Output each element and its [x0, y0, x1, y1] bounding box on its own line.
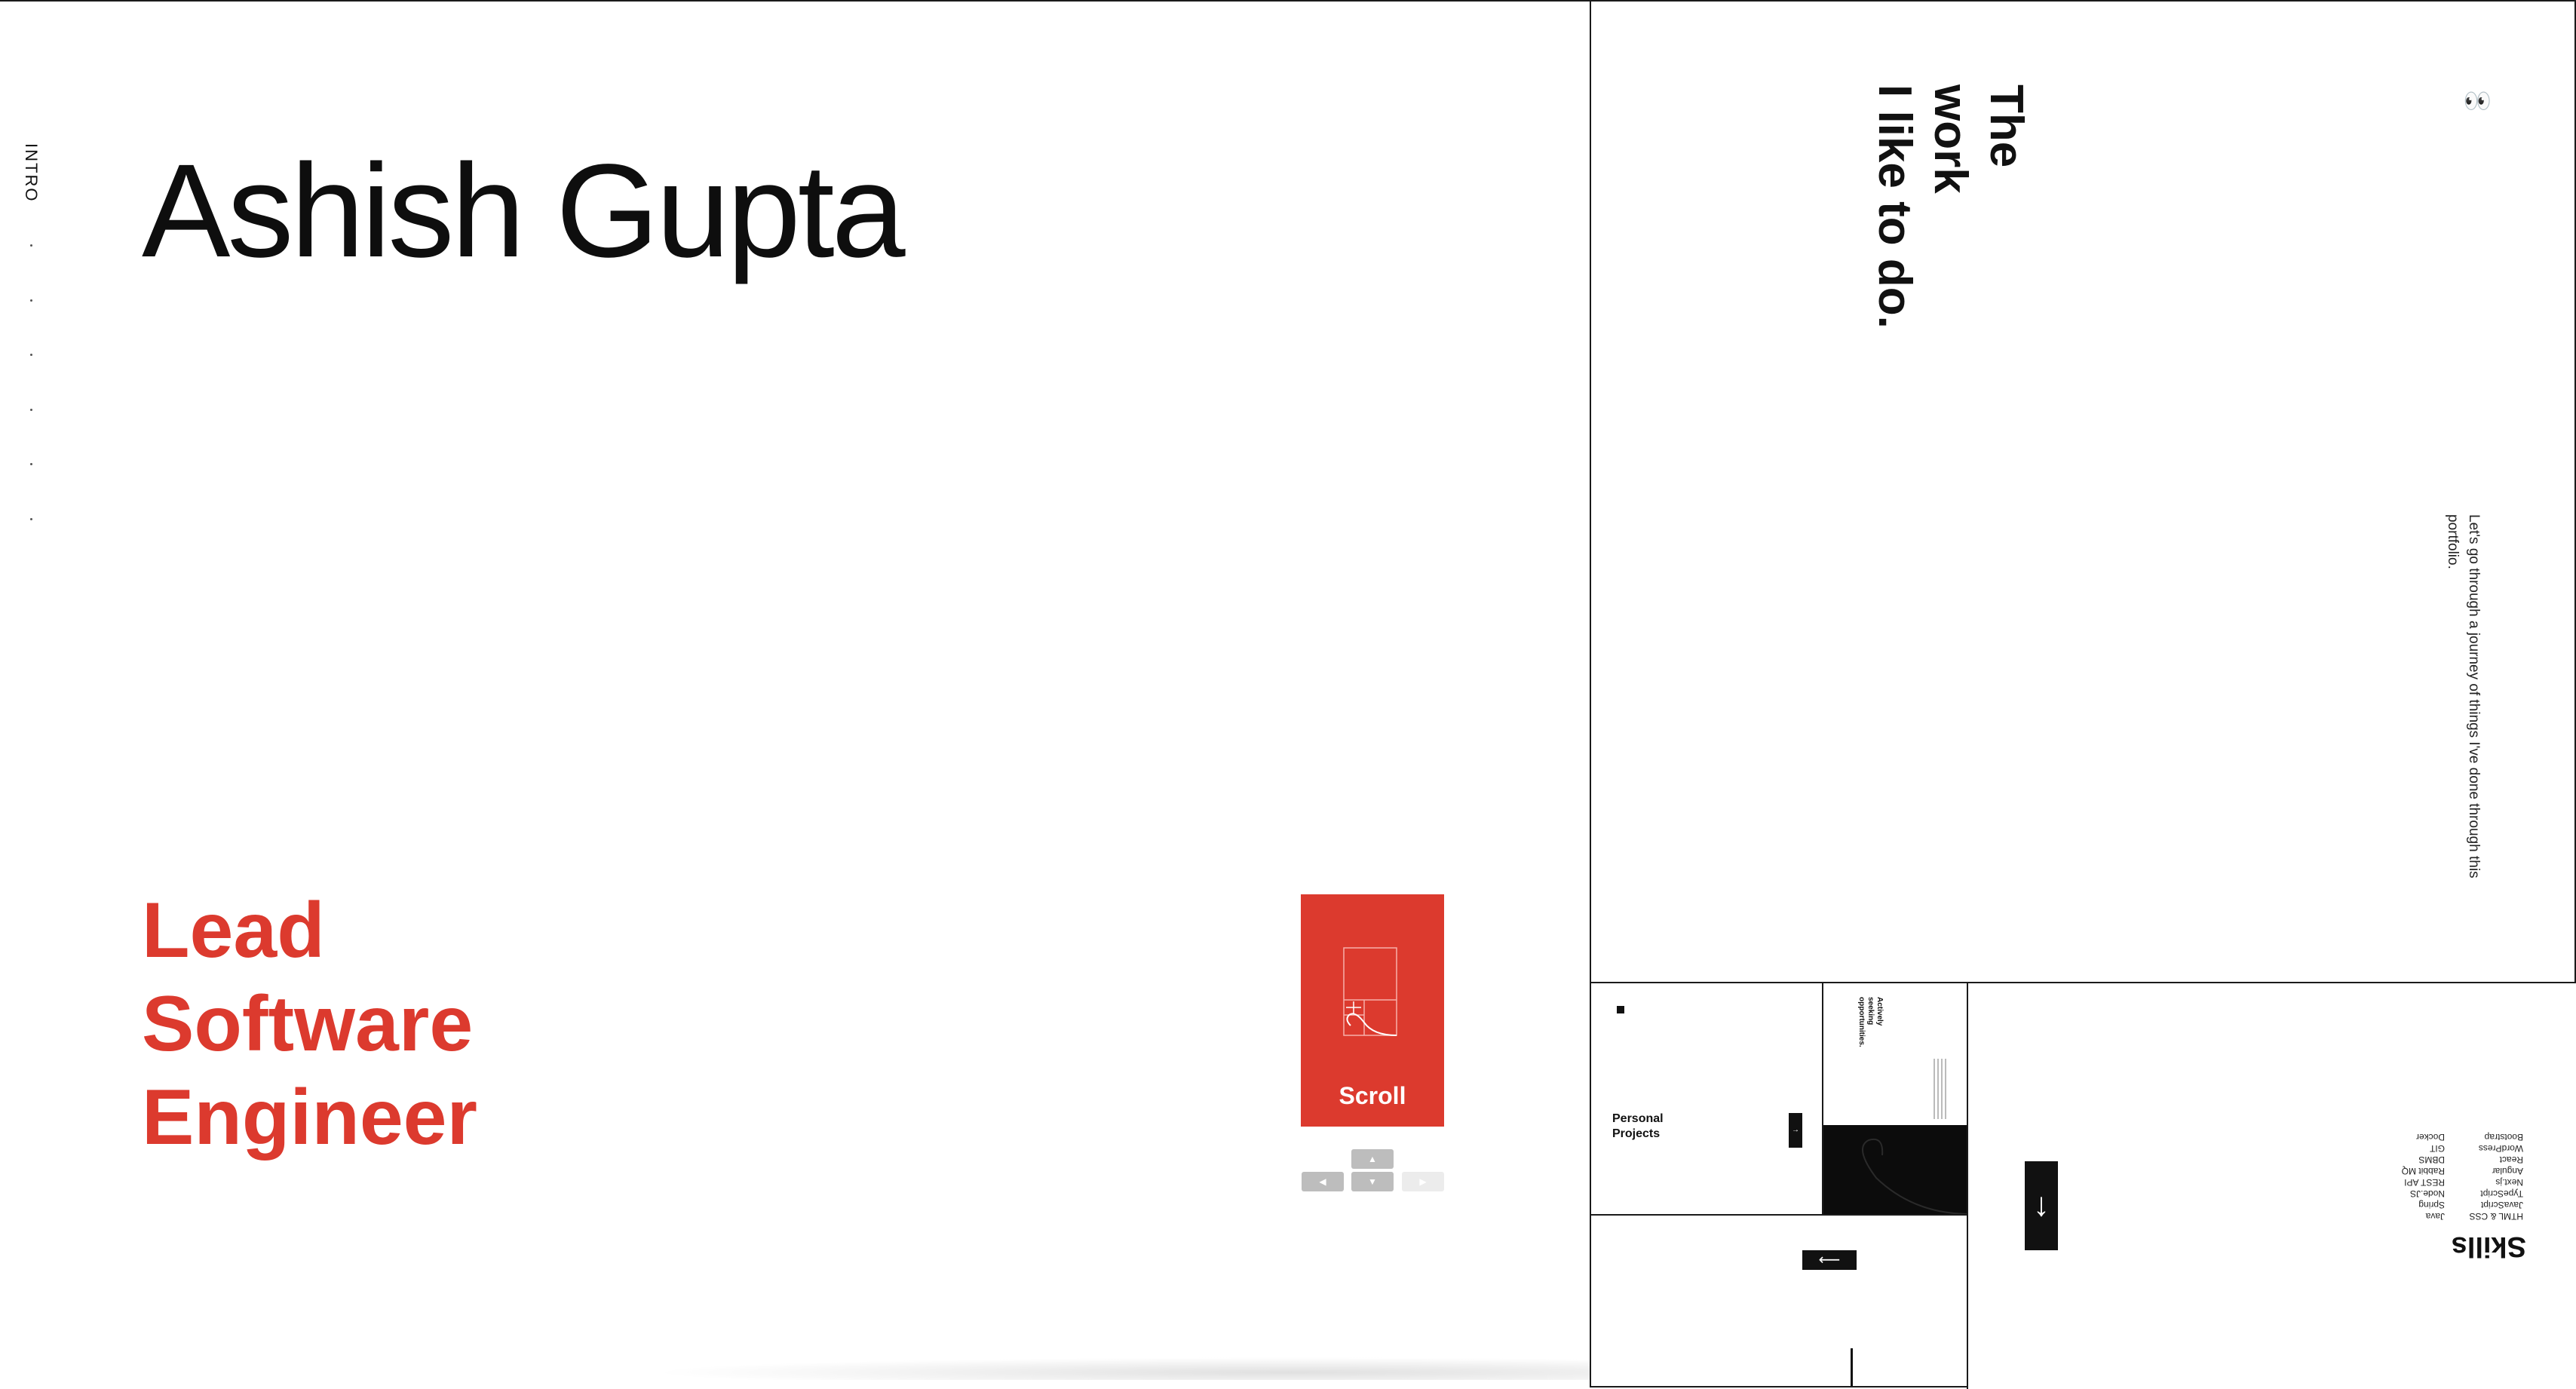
skill-item: GIT	[2430, 1143, 2445, 1154]
skill-item: Node.JS	[2409, 1188, 2445, 1199]
projects-panel[interactable]: Personal Projects →	[1590, 982, 1823, 1216]
opportunities-panel[interactable]: Actively seeking opportunities.	[1822, 982, 1968, 1216]
contact-panel[interactable]: ⟵	[1590, 1214, 1968, 1387]
opportunities-title-line: Actively	[1875, 997, 1884, 1026]
job-title: Lead Software Engineer	[142, 884, 477, 1164]
work-description: Let's go through a journey of things I'v…	[2445, 514, 2482, 878]
arrow-down-key[interactable]: ▼	[1351, 1172, 1394, 1191]
section-nav-dot[interactable]	[30, 409, 32, 411]
projects-arrow-button[interactable]: →	[1789, 1113, 1802, 1148]
section-nav-dot[interactable]	[30, 518, 32, 520]
skill-item: DBMS	[2418, 1154, 2445, 1165]
spiral-thumbnail	[1823, 1125, 1967, 1214]
skill-item: REST API	[2404, 1177, 2445, 1188]
job-title-line: Lead	[142, 887, 325, 974]
skills-column: HTML & CSS JavaScript TypeScript Next.js…	[2469, 1131, 2523, 1222]
skills-content: Skills HTML & CSS JavaScript TypeScript …	[2345, 1112, 2526, 1262]
projects-title: Personal Projects	[1612, 1112, 1664, 1142]
skill-item: Java	[2425, 1211, 2445, 1222]
golden-spiral-icon	[1343, 947, 1397, 1036]
eyes-icon: 👀	[2463, 89, 2492, 114]
arrow-up-key[interactable]: ▲	[1351, 1149, 1394, 1169]
opportunities-title-line: seeking	[1866, 997, 1875, 1026]
skill-item: Angular	[2492, 1166, 2523, 1176]
opportunities-title-line: opportunities.	[1857, 997, 1866, 1047]
projects-title-line: Projects	[1612, 1127, 1661, 1140]
work-panel[interactable]: The work I like to do. 👀 Let's go throug…	[1590, 0, 2576, 983]
spiral-icon	[1862, 1139, 1967, 1214]
skill-item: Bootstrap	[2484, 1132, 2523, 1142]
scroll-label: Scroll	[1339, 1082, 1406, 1109]
skill-item: Docker	[2415, 1132, 2445, 1142]
work-title-line: work	[1924, 84, 1976, 194]
skills-title: Skills	[2451, 1231, 2526, 1262]
job-title-line: Software	[142, 980, 474, 1068]
job-title-line: Engineer	[142, 1074, 477, 1161]
skill-item: HTML & CSS	[2469, 1211, 2523, 1222]
skill-item: React	[2499, 1154, 2523, 1165]
arrow-right-key[interactable]: ▶	[1402, 1172, 1444, 1191]
scroll-button[interactable]: Scroll	[1301, 894, 1444, 1127]
work-title: The work I like to do.	[1866, 84, 2034, 329]
skills-arrow-button[interactable]: ↓	[2025, 1161, 2058, 1250]
projects-title-line: Personal	[1612, 1112, 1664, 1125]
section-nav-dot[interactable]	[30, 463, 32, 465]
skills-column: Java Spring Node.JS REST API Rabbit MQ D…	[2402, 1131, 2445, 1222]
intro-panel: INTRO Ashish Gupta Lead Software Enginee…	[0, 0, 1591, 1380]
section-nav-label[interactable]: INTRO	[22, 143, 41, 203]
skill-item: Rabbit MQ	[2401, 1166, 2445, 1176]
skill-item: TypeScript	[2480, 1188, 2523, 1199]
skill-item: JavaScript	[2480, 1200, 2523, 1210]
skill-item: Spring	[2418, 1200, 2445, 1210]
work-title-line: I like to do.	[1869, 84, 1921, 329]
arrow-left-key[interactable]: ◀	[1302, 1172, 1344, 1191]
shadow-decoration	[649, 1357, 1590, 1380]
arrow-down-icon: ↓	[2033, 1186, 2050, 1223]
page-title: Ashish Gupta	[142, 137, 906, 285]
skill-item: WordPress	[2478, 1143, 2523, 1154]
divider	[1851, 1348, 1853, 1386]
back-arrow-button[interactable]: ⟵	[1802, 1250, 1857, 1270]
work-title-line: The	[1980, 84, 2032, 168]
skill-item: Next.js	[2495, 1177, 2523, 1188]
opportunities-title: Actively seeking opportunities.	[1857, 997, 1884, 1047]
section-nav-dot[interactable]	[30, 244, 32, 247]
square-icon	[1617, 1006, 1624, 1013]
text-lines-decoration	[1934, 1059, 1949, 1119]
section-nav-dot[interactable]	[30, 354, 32, 356]
skills-panel[interactable]: Skills HTML & CSS JavaScript TypeScript …	[1967, 982, 2576, 1389]
section-nav-dot[interactable]	[30, 299, 32, 302]
